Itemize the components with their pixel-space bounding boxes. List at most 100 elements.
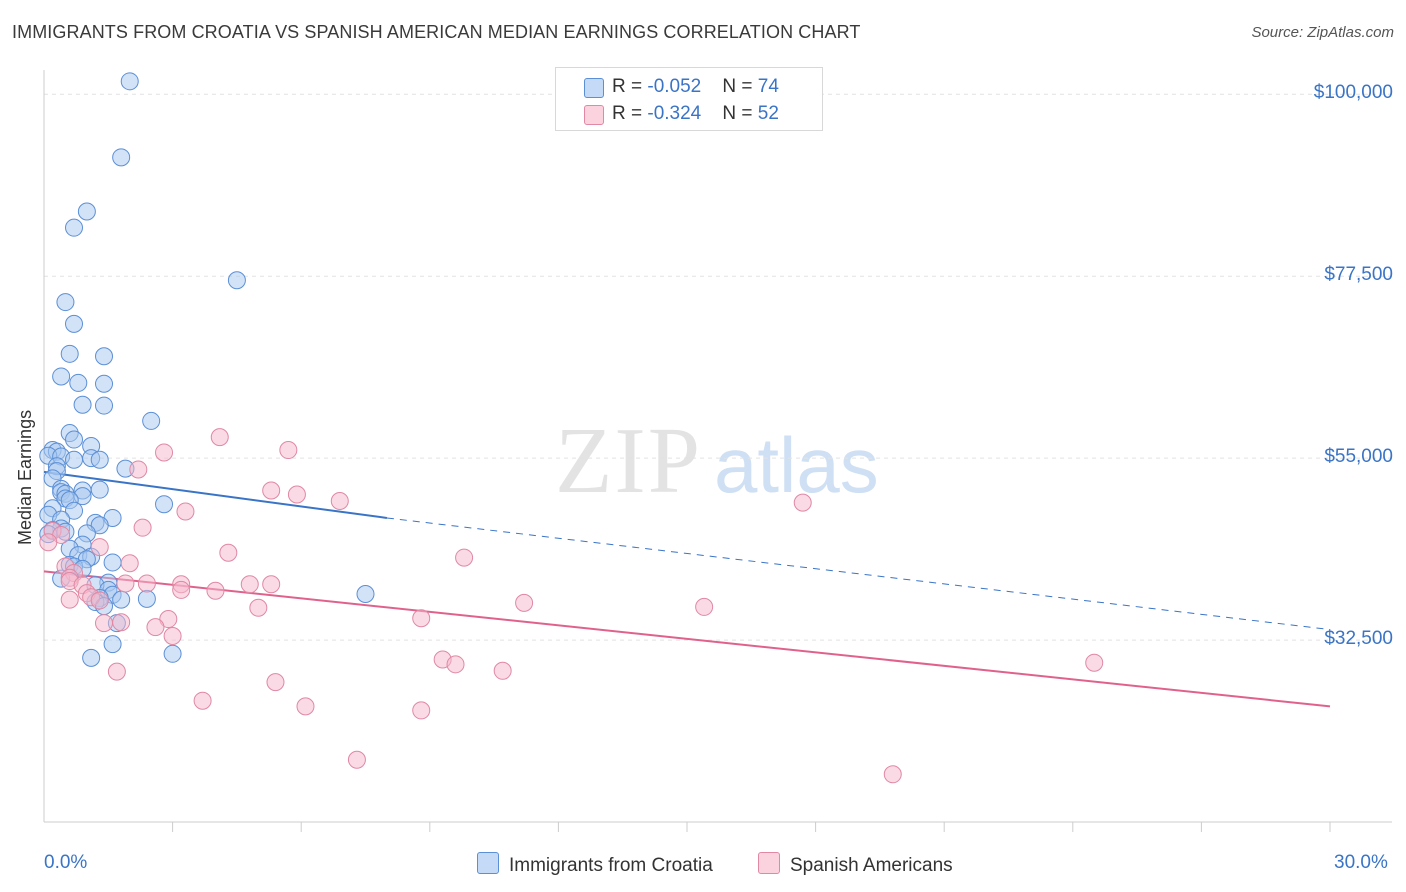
spanish-point [206,581,225,600]
spanish-point [455,548,474,567]
croatia-trend-line [43,470,388,519]
croatia-point [103,553,122,572]
croatia-point [90,516,109,535]
spanish-point [330,491,349,510]
spanish-trend-line [43,570,1331,708]
legend-n-value: 74 [757,76,779,97]
croatia-point [95,396,114,415]
spanish-point [159,610,178,629]
spanish-point [116,574,135,593]
series-swatch-croatia [477,852,499,874]
spanish-point [279,441,298,460]
spanish-point [266,673,285,692]
croatia-point [120,72,139,91]
x-tick-label-min: 0.0% [44,852,88,873]
spanish-point [60,590,79,609]
legend-n-label: N = [722,103,758,124]
croatia-point [56,293,75,312]
spanish-point [155,443,174,462]
croatia-point [227,271,246,290]
spanish-point [1085,653,1104,672]
spanish-point [412,609,431,628]
spanish-point [210,428,229,447]
spanish-point [446,655,465,674]
spanish-point [95,614,114,633]
data-points [39,72,1104,784]
y-tick-label: $77,500 [1324,264,1393,286]
croatia-point [65,218,84,237]
spanish-point [172,580,191,599]
series-legend-spanish[interactable]: Spanish Americans [758,852,953,877]
spanish-point [39,533,58,552]
croatia-point [60,344,79,363]
spanish-point [176,502,195,521]
croatia-point [90,480,109,499]
croatia-point [356,584,375,603]
legend-r-value: -0.324 [647,103,702,124]
legend-swatch-croatia [584,78,604,98]
spanish-point [90,591,109,610]
croatia-point [103,635,122,654]
series-legend-croatia[interactable]: Immigrants from Croatia [477,852,713,877]
legend-n-value: 52 [757,103,779,124]
series-swatch-spanish [758,852,780,874]
spanish-point [137,574,156,593]
croatia-point [65,501,84,520]
y-tick-label: $100,000 [1313,82,1393,104]
croatia-point [73,395,92,414]
spanish-point [695,597,714,616]
croatia-point [69,373,88,392]
chart-source: Source: ZipAtlas.com [1251,24,1394,41]
spanish-point [793,493,812,512]
croatia-point [90,450,109,469]
gridlines [44,93,1392,641]
spanish-point [120,554,139,573]
legend-swatch-spanish [584,105,604,125]
spanish-point [262,575,281,594]
croatia-point [65,450,84,469]
croatia-point [65,314,84,333]
croatia-point [142,411,161,430]
spanish-point [347,750,366,769]
spanish-point [163,627,182,646]
croatia-trend-extension [386,517,1331,631]
chart-title: IMMIGRANTS FROM CROATIA VS SPANISH AMERI… [12,22,861,42]
series-label-croatia: Immigrants from Croatia [509,855,713,876]
spanish-point [90,538,109,557]
spanish-point [133,518,152,537]
legend-n-label: N = [722,76,758,97]
spanish-point [112,613,131,632]
legend-r-value: -0.052 [647,76,702,97]
croatia-point [155,495,174,514]
spanish-point [883,765,902,784]
spanish-point [493,661,512,680]
croatia-point [77,202,96,221]
spanish-point [287,485,306,504]
watermark-zip: ZIP [555,409,702,513]
series-label-spanish: Spanish Americans [790,855,953,876]
spanish-point [412,701,431,720]
croatia-point [137,589,156,608]
y-tick-label: $32,500 [1324,628,1393,650]
spanish-point [193,691,212,710]
trend-lines [43,470,1331,708]
spanish-point [249,598,268,617]
croatia-point [112,148,131,167]
spanish-point [296,697,315,716]
spanish-point [219,543,238,562]
croatia-point [82,648,101,667]
croatia-point [112,590,131,609]
croatia-point [95,347,114,366]
spanish-point [107,662,126,681]
croatia-point [52,367,71,386]
x-tick-label-max: 30.0% [1334,852,1388,873]
y-axis-title: Median Earnings [15,409,35,545]
croatia-point [65,430,84,449]
legend-r-label: R = [612,103,648,124]
axes [43,70,1392,832]
spanish-point [129,460,148,479]
spanish-point [240,575,259,594]
legend-r-label: R = [612,76,648,97]
croatia-point [95,374,114,393]
